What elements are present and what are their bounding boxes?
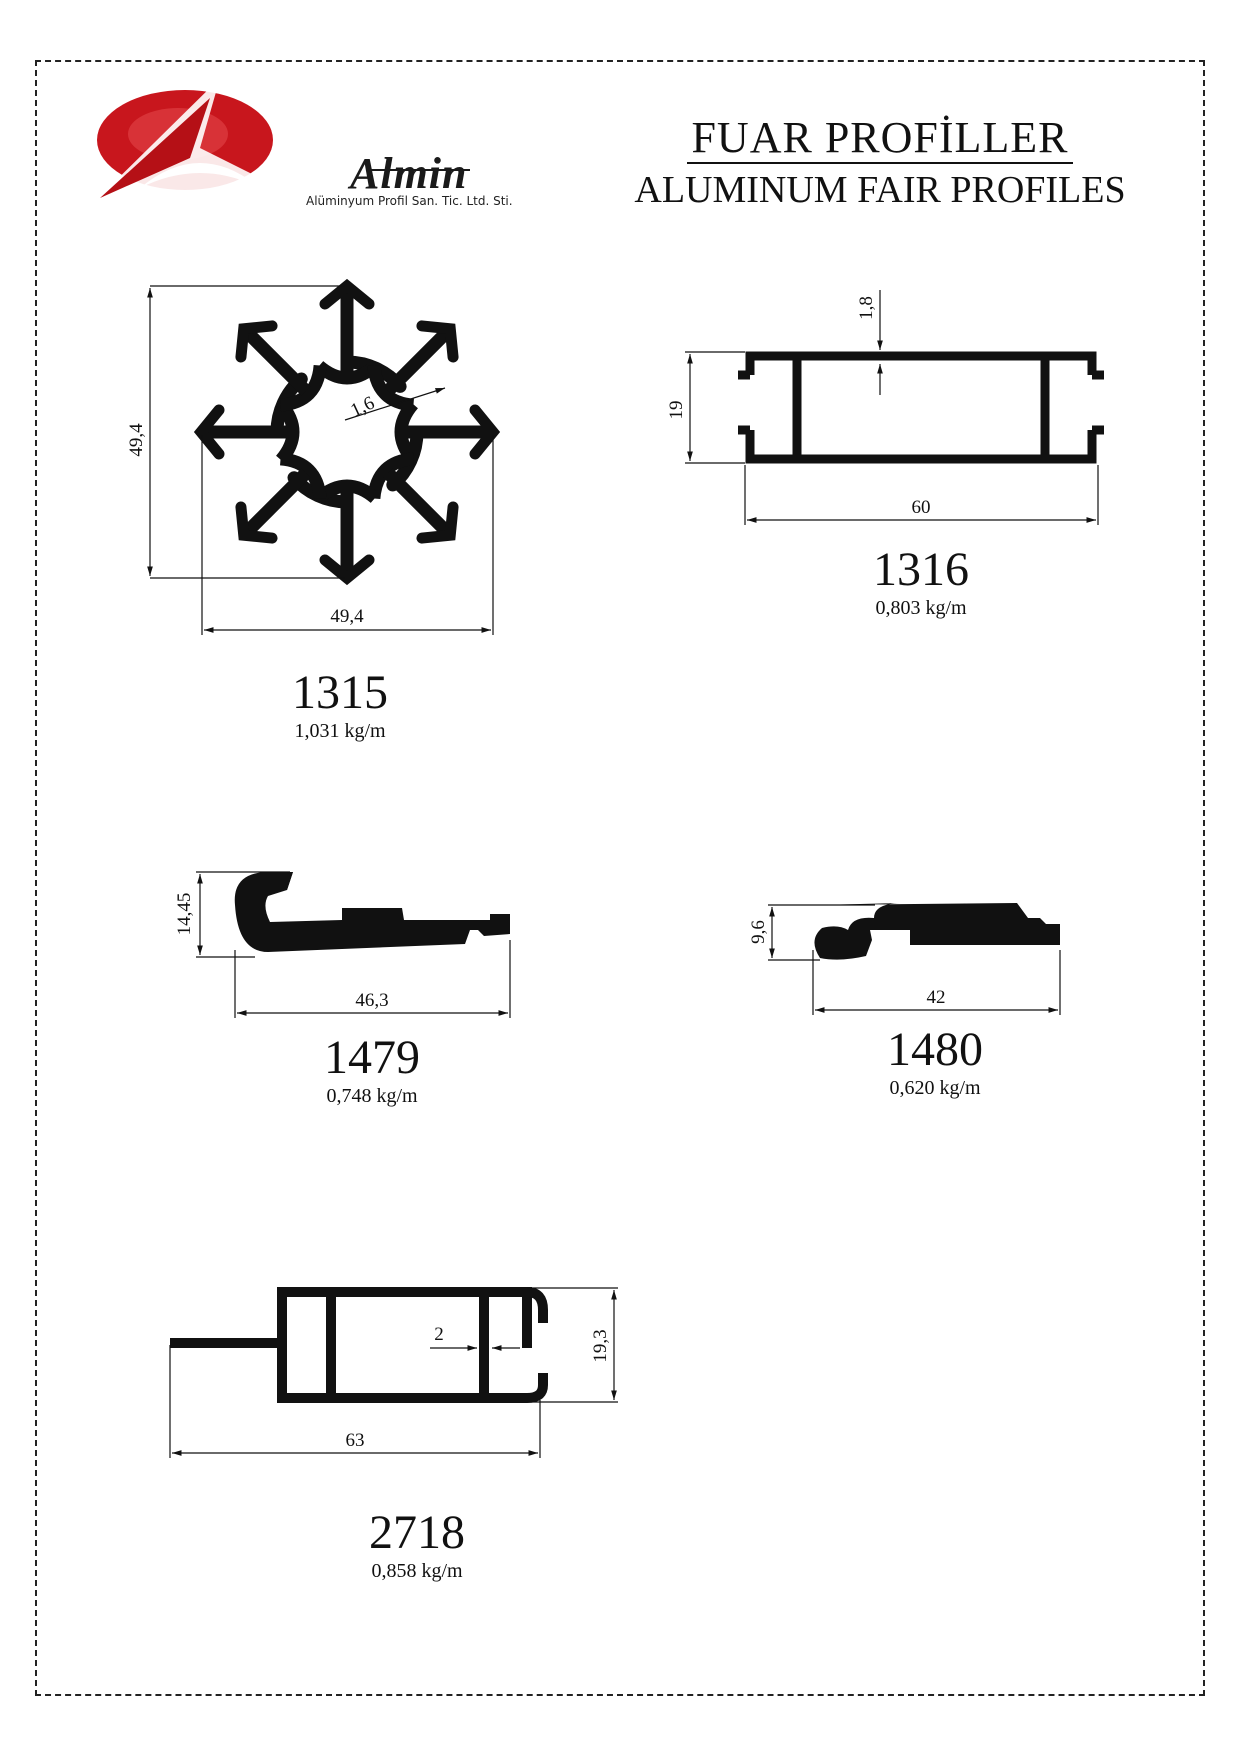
profile-2718-drawing: 19,3 2 63 (169, 1287, 618, 1458)
profile-1315-code: 1315 (292, 666, 388, 719)
logo-subtitle: Alüminyum Profil San. Tic. Ltd. Sti. (306, 194, 513, 208)
dim-1316-width: 60 (912, 497, 931, 518)
company-logo: Almin Alüminyum Profil San. Tic. Ltd. St… (80, 78, 550, 218)
profile-1479-weight: 0,748 kg/m (326, 1085, 418, 1107)
profile-1480-weight: 0,620 kg/m (889, 1077, 981, 1099)
profile-1316-weight: 0,803 kg/m (875, 597, 967, 619)
dim-1315-width: 49,4 (330, 606, 364, 627)
title-turkish-text: FUAR PROFİLLER (687, 113, 1073, 164)
title-english: ALUMINUM FAIR PROFILES (634, 169, 1126, 211)
profile-1479-code: 1479 (324, 1031, 420, 1084)
profile-1479-drawing: 14,45 46,3 (174, 871, 511, 1018)
profile-1480-drawing: 9,6 42 (748, 903, 1061, 1015)
title-turkish: FUAR PROFİLLER (600, 112, 1160, 164)
dim-1480-height: 9,6 (748, 920, 769, 944)
profile-2718-code: 2718 (369, 1506, 465, 1559)
profile-2718-weight: 0,858 kg/m (371, 1560, 463, 1582)
dim-1315-height: 49,4 (126, 423, 147, 457)
dim-2718-thickness: 2 (434, 1324, 444, 1345)
dim-2718-width: 63 (346, 1430, 365, 1451)
dim-1316-height: 19 (666, 401, 687, 420)
page-border (35, 60, 1205, 1696)
dim-2718-height: 19,3 (590, 1329, 611, 1362)
dim-1479-width: 46,3 (355, 990, 388, 1011)
profile-1315-drawing: 49,4 49,4 1,6 (126, 278, 493, 635)
dim-1316-thickness: 1,8 (856, 296, 877, 320)
profile-1316-drawing: 19 1,8 60 (666, 290, 1104, 525)
star-profile-shape (201, 278, 493, 578)
profile-1480-code: 1480 (887, 1023, 983, 1076)
profile-1315-weight: 1,031 kg/m (294, 720, 386, 742)
dim-1480-width: 42 (927, 987, 946, 1008)
almin-logo-icon (90, 78, 470, 206)
logo-name: Almin (350, 149, 468, 198)
profile-1316-code: 1316 (873, 543, 969, 596)
dim-1479-height: 14,45 (174, 893, 195, 936)
